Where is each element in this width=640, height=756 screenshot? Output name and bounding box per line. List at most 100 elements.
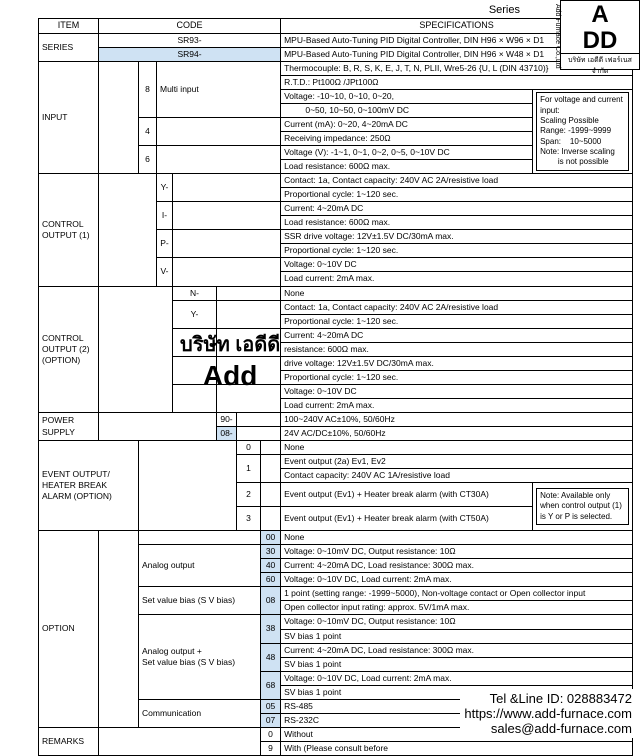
opt-s60: Voltage: 0~10V DC, Load current: 2mA max… <box>281 573 633 587</box>
logo-box: Add Furnace Co.,Ltd A DD บริษัท เอดีดี เ… <box>560 0 640 70</box>
co2-I2: resistance: 600Ω max. <box>281 342 633 356</box>
input-4: 4 <box>139 117 157 145</box>
ps-s08: 24V AC/DC±10%, 50/60Hz <box>281 427 633 441</box>
rem-0: 0 <box>261 727 281 741</box>
contact-email: sales@add-furnace.com <box>464 721 632 736</box>
opt-comm: Communication <box>139 699 261 727</box>
th-item: ITEM <box>39 19 99 34</box>
input-label: INPUT <box>39 61 99 173</box>
th-code: CODE <box>99 19 281 34</box>
opt-s08a: 1 point (setting range: -1999~5000), Non… <box>281 587 633 601</box>
co1-V: V- <box>157 258 173 286</box>
contact-url: https://www.add-furnace.com <box>464 706 632 721</box>
ev-note: Note: Available onlywhen control output … <box>533 483 633 531</box>
input-6: 6 <box>139 146 157 174</box>
co1-P1: SSR drive voltage: 12V±1.5V DC/30mA max. <box>281 230 633 244</box>
opt-ao: Analog output <box>139 545 261 587</box>
in-s3: Voltage: -10~10, 0~10, 0~20, <box>281 89 533 103</box>
co1-V1: Voltage: 0~10V DC <box>281 258 633 272</box>
in-s5: Current (mA): 0~20, 4~20mA DC <box>281 117 533 131</box>
rem-label: REMARKS <box>39 727 99 755</box>
co1-I: I- <box>157 202 173 230</box>
co1-I1: Current: 4~20mA DC <box>281 202 633 216</box>
input-8: 8 <box>139 61 157 117</box>
in-s6: Receiving impedance: 250Ω <box>281 132 533 146</box>
header-row: ITEM CODE SPECIFICATIONS <box>39 19 633 34</box>
co1-V2: Load current: 2mA max. <box>281 272 633 286</box>
spec-table: ITEM CODE SPECIFICATIONS SERIES SR93- MP… <box>38 18 633 756</box>
opt-s48a: Current: 4~20mA DC, Load resistance: 300… <box>281 643 633 657</box>
series-label: SERIES <box>39 33 99 61</box>
opt-s00: None <box>281 531 633 545</box>
opt-s68a: Voltage: 0~10V DC, Load current: 2mA max… <box>281 671 633 685</box>
company-vertical: Add Furnace Co.,Ltd <box>549 1 561 71</box>
opt-38: 38 <box>261 615 281 643</box>
opt-s08b: Open collector input rating: approx. 5V/… <box>281 601 633 615</box>
co2-Y: Y- <box>173 300 217 328</box>
rem-s9: With (Please consult before <box>281 741 633 755</box>
opt-aosv: Analog output + Set value bias (S V bias… <box>139 615 261 699</box>
ps-s90: 100~240V AC±10%, 50/60Hz <box>281 412 633 426</box>
opt-s38a: Voltage: 0~10mV DC, Output resistance: 1… <box>281 615 633 629</box>
logo-thai: บริษัท เอดีดี เฟอร์เนส จำกัด <box>561 53 639 78</box>
co2-Y2: Proportional cycle: 1~120 sec. <box>281 314 633 328</box>
input-8-name: Multi input <box>157 61 281 117</box>
opt-48: 48 <box>261 643 281 671</box>
ev-s0: None <box>281 441 633 455</box>
in-s8: Load resistance: 600Ω max. <box>281 160 533 174</box>
opt-00: 00 <box>261 531 281 545</box>
in-s7: Voltage (V): -1~1, 0~1, 0~2, 0~5, 0~10V … <box>281 146 533 160</box>
co1-Y1: Contact: 1a, Contact capacity: 240V AC 2… <box>281 174 633 188</box>
opt-label: OPTION <box>39 531 99 728</box>
opt-60: 60 <box>261 573 281 587</box>
co2-label: CONTROL OUTPUT (2) (OPTION) <box>39 286 99 412</box>
opt-05: 05 <box>261 699 281 713</box>
logo-a: A <box>561 1 639 27</box>
opt-30: 30 <box>261 545 281 559</box>
opt-svb: Set value bias (S V bias) <box>139 587 261 615</box>
ev-3: 3 <box>237 507 261 531</box>
co2-Y1: Contact: 1a, Contact capacity: 240V AC 2… <box>281 300 633 314</box>
co1-P: P- <box>157 230 173 258</box>
opt-40: 40 <box>261 559 281 573</box>
ev-s3: Event output (Ev1) + Heater break alarm … <box>281 507 533 531</box>
opt-s40: Current: 4~20mA DC, Load resistance: 300… <box>281 559 633 573</box>
co1-Y: Y- <box>157 174 173 202</box>
page-header: Series <box>0 0 640 18</box>
ev-2: 2 <box>237 483 261 507</box>
ps-90: 90- <box>217 412 237 426</box>
opt-s38b: SV bias 1 point <box>281 629 633 643</box>
sr94-code: SR94- <box>99 47 281 61</box>
co1-label: CONTROL OUTPUT (1) <box>39 174 99 286</box>
co1-I2: Load resistance: 600Ω max. <box>281 216 633 230</box>
opt-08: 08 <box>261 587 281 615</box>
co2-N: N- <box>173 286 217 300</box>
opt-s48b: SV bias 1 point <box>281 657 633 671</box>
contact-block: Tel &Line ID: 028883472 https://www.add-… <box>460 689 636 738</box>
opt-07: 07 <box>261 713 281 727</box>
sr93-code: SR93- <box>99 33 281 47</box>
rem-9: 9 <box>261 741 281 755</box>
co2-P2: Proportional cycle: 1~120 sec. <box>281 370 633 384</box>
contact-tel: Tel &Line ID: 028883472 <box>464 691 632 706</box>
opt-s30: Voltage: 0~10mV DC, Output resistance: 1… <box>281 545 633 559</box>
input-note: For voltage and current input:Scaling Po… <box>533 89 633 173</box>
in-s4: 0~50, 10~50, 0~100mV DC <box>281 103 533 117</box>
co2-I1: Current: 4~20mA DC <box>281 328 633 342</box>
co2-N1: None <box>281 286 633 300</box>
logo-dd: DD <box>561 27 639 53</box>
co2-V1: Voltage: 0~10V DC <box>281 384 633 398</box>
ev-s1b: Contact capacity: 240V AC 1A/resistive l… <box>281 469 633 483</box>
ps-08: 08- <box>217 427 237 441</box>
ev-label: EVENT OUTPUT/ HEATER BREAK ALARM (OPTION… <box>39 441 139 531</box>
ev-1: 1 <box>237 455 261 483</box>
co2-V2: Load current: 2mA max. <box>281 398 633 412</box>
co1-P2: Proportional cycle: 1~120 sec. <box>281 244 633 258</box>
series-header: Series <box>489 4 520 16</box>
ev-0: 0 <box>237 441 261 455</box>
co2-P1: drive voltage: 12V±1.5V DC/30mA max. <box>281 356 633 370</box>
opt-68: 68 <box>261 671 281 699</box>
ev-s1a: Event output (2a) Ev1, Ev2 <box>281 455 633 469</box>
co1-Y2: Proportional cycle: 1~120 sec. <box>281 188 633 202</box>
ev-s2: Event output (Ev1) + Heater break alarm … <box>281 483 533 507</box>
